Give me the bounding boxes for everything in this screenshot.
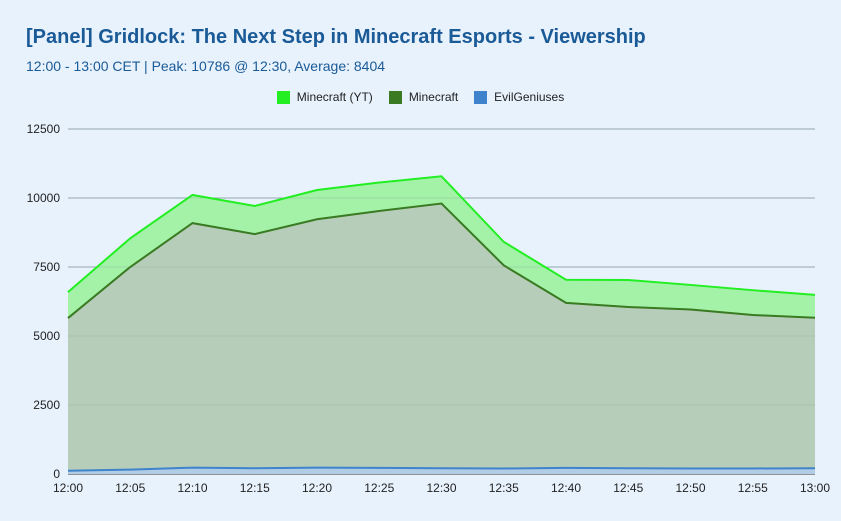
line-minecraft-yt- xyxy=(67,175,816,296)
legend-label: Minecraft (YT) xyxy=(296,90,373,104)
area-minecraft xyxy=(68,203,815,474)
y-tick-label: 0 xyxy=(53,467,60,481)
x-tick-label: 12:55 xyxy=(738,481,768,495)
y-tick-label: 7500 xyxy=(33,260,60,274)
x-tick-label: 12:15 xyxy=(240,481,270,495)
x-tick-label: 12:00 xyxy=(53,481,83,495)
x-tick-label: 12:35 xyxy=(489,481,519,495)
x-tick-label: 12:40 xyxy=(551,481,581,495)
legend-item[interactable]: Minecraft (YT) xyxy=(276,90,373,104)
x-tick-label: 12:25 xyxy=(364,481,394,495)
legend-item[interactable]: EvilGeniuses xyxy=(474,90,564,104)
legend-swatch xyxy=(388,90,402,104)
legend-item[interactable]: Minecraft xyxy=(388,90,459,104)
legend-swatch xyxy=(474,90,488,104)
x-tick-label: 12:20 xyxy=(302,481,332,495)
legend-label: EvilGeniuses xyxy=(494,90,565,104)
x-tick-label: 12:45 xyxy=(613,481,643,495)
line-evilgeniuses xyxy=(67,466,816,472)
x-tick-label: 12:30 xyxy=(426,481,456,495)
x-tick-label: 13:00 xyxy=(800,481,830,495)
chart-title: [Panel] Gridlock: The Next Step in Minec… xyxy=(26,26,646,48)
area-evilgeniuses xyxy=(68,467,815,474)
y-tick-label: 2500 xyxy=(33,398,60,412)
chart-subtitle: 12:00 - 13:00 CET | Peak: 10786 @ 12:30,… xyxy=(26,58,386,74)
chart-legend: Minecraft (YT) Minecraft EvilGeniuses xyxy=(0,90,841,104)
y-tick-label: 12500 xyxy=(27,122,61,136)
legend-swatch xyxy=(276,90,290,104)
y-tick-label: 5000 xyxy=(33,329,60,343)
x-tick-label: 12:10 xyxy=(177,481,207,495)
x-tick-label: 12:50 xyxy=(675,481,705,495)
x-tick-label: 12:05 xyxy=(115,481,145,495)
line-minecraft xyxy=(67,202,816,319)
legend-label: Minecraft xyxy=(408,90,459,104)
y-tick-label: 10000 xyxy=(27,191,61,205)
